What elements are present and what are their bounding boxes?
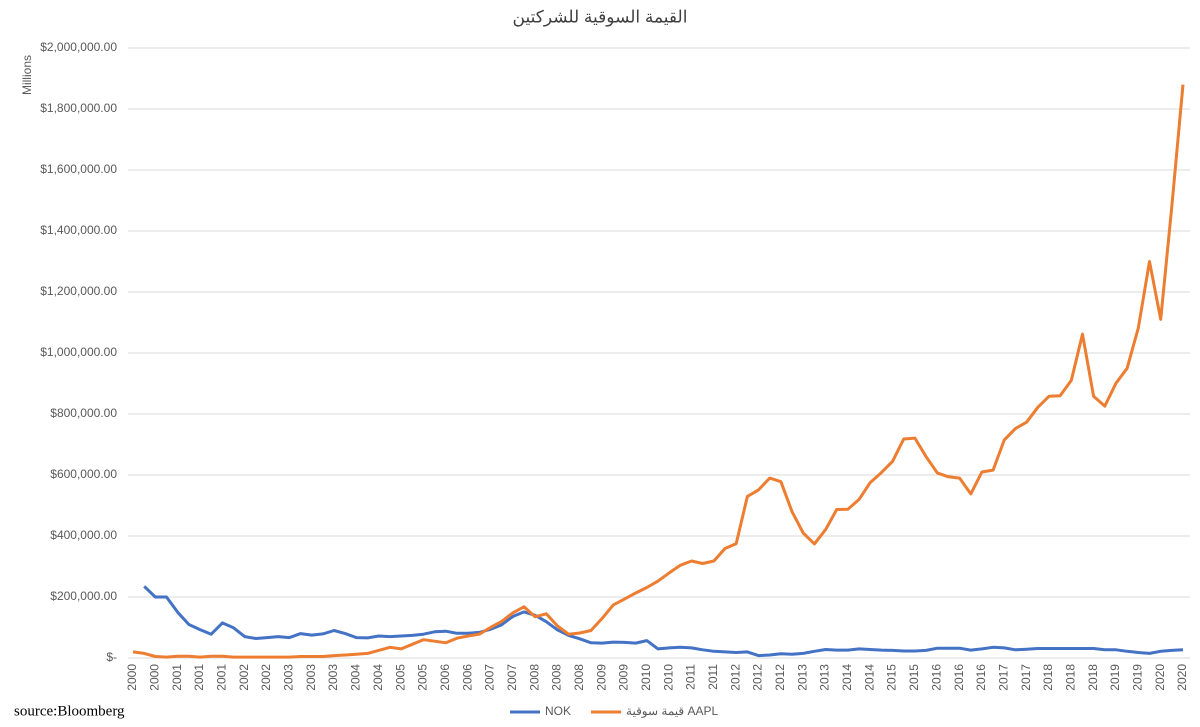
y-tick-label: $- xyxy=(106,650,117,664)
x-tick-label: 2016 xyxy=(952,664,966,691)
y-tick-label: $1,000,000.00 xyxy=(40,345,117,359)
source: source:Bloomberg xyxy=(14,703,125,719)
y-axis-label: Millions xyxy=(20,55,34,95)
x-tick-label: 2004 xyxy=(371,664,385,691)
x-tick-label: 2018 xyxy=(1041,664,1055,691)
y-tick-label: $2,000,000.00 xyxy=(40,40,117,54)
y-tick-label: $400,000.00 xyxy=(50,528,117,542)
x-tick-label: 2002 xyxy=(259,664,273,691)
x-tick-label: 2015 xyxy=(907,664,921,691)
x-tick-label: 2020 xyxy=(1175,664,1189,691)
series-line xyxy=(143,585,1184,658)
x-tick-label: 2016 xyxy=(974,664,988,691)
x-tick-label: 2010 xyxy=(661,664,675,691)
x-tick-label: 2010 xyxy=(639,664,653,691)
x-tick-label: 2009 xyxy=(617,664,631,691)
x-tick-label: 2005 xyxy=(393,664,407,691)
y-tick-label: $1,600,000.00 xyxy=(40,162,117,176)
series-line xyxy=(132,84,1185,659)
x-tick-label: 2016 xyxy=(929,664,943,691)
x-tick-label: 2015 xyxy=(885,664,899,691)
x-tick-label: 2013 xyxy=(818,664,832,691)
x-tick-label: 2003 xyxy=(326,664,340,691)
x-tick-label: 2008 xyxy=(550,664,564,691)
x-tick-label: 2008 xyxy=(572,664,586,691)
x-tick-label: 2001 xyxy=(170,664,184,691)
x-tick-label: 2012 xyxy=(773,664,787,691)
x-tick-label: 2000 xyxy=(148,664,162,691)
x-tick-label: 2005 xyxy=(416,664,430,691)
x-tick-label: 2003 xyxy=(304,664,318,691)
legend-label: قيمة سوقية AAPL xyxy=(626,704,718,718)
x-tick-label: 2020 xyxy=(1153,664,1167,691)
x-tick-label: 2008 xyxy=(527,664,541,691)
y-tick-label: $800,000.00 xyxy=(50,406,117,420)
x-tick-label: 2004 xyxy=(349,664,363,691)
x-tick-label: 2007 xyxy=(483,664,497,691)
x-tick-label: 2014 xyxy=(862,664,876,691)
x-tick-label: 2011 xyxy=(706,664,720,690)
x-tick-label: 2002 xyxy=(237,664,251,691)
x-tick-label: 2019 xyxy=(1130,664,1144,691)
x-tick-label: 2013 xyxy=(795,664,809,691)
x-tick-label: 2018 xyxy=(1086,664,1100,691)
x-tick-label: 2006 xyxy=(438,664,452,691)
chart-title: القيمة السوقية للشركتين xyxy=(513,7,688,27)
legend-label: NOK xyxy=(545,704,571,718)
x-tick-label: 2018 xyxy=(1063,664,1077,691)
x-tick-label: 2006 xyxy=(460,664,474,691)
y-tick-label: $200,000.00 xyxy=(50,589,117,603)
x-tick-label: 2001 xyxy=(215,664,229,691)
x-tick-label: 2014 xyxy=(840,664,854,691)
x-tick-label: 2011 xyxy=(684,664,698,690)
x-tick-label: 2017 xyxy=(1019,664,1033,691)
y-tick-label: $1,400,000.00 xyxy=(40,223,117,237)
x-tick-label: 2000 xyxy=(125,664,139,691)
x-tick-label: 2012 xyxy=(751,664,765,691)
x-tick-label: 2019 xyxy=(1108,664,1122,691)
x-tick-label: 2001 xyxy=(192,664,206,691)
y-tick-label: $1,800,000.00 xyxy=(40,101,117,115)
x-tick-label: 2017 xyxy=(996,664,1010,691)
x-tick-label: 2012 xyxy=(728,664,742,691)
x-tick-label: 2003 xyxy=(282,664,296,691)
y-tick-label: $600,000.00 xyxy=(50,467,117,481)
x-tick-label: 2007 xyxy=(505,664,519,691)
y-tick-label: $1,200,000.00 xyxy=(40,284,117,298)
x-tick-label: 2009 xyxy=(594,664,608,691)
